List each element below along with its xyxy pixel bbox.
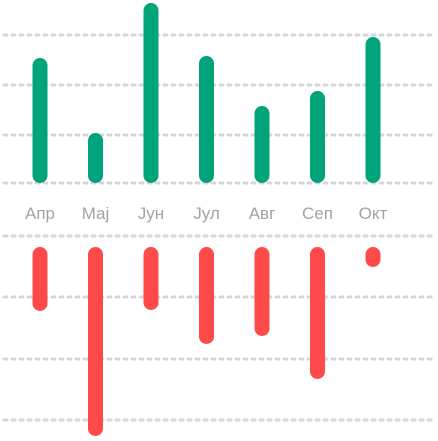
x-tick-label: Апр — [25, 204, 55, 223]
bar-negative-Апр — [32, 247, 48, 311]
x-tick-label: Окт — [359, 204, 388, 223]
x-axis-tick-labels: Апр Мај Јун Јул Авг Сеп Окт — [25, 204, 388, 223]
negative-bars — [32, 247, 381, 436]
x-tick-label: Авг — [249, 204, 276, 223]
gridlines-bottom — [2, 234, 436, 422]
bar-negative-Окт — [365, 247, 381, 267]
bar-positive-Апр — [32, 58, 48, 183]
bar-positive-Окт — [365, 37, 381, 183]
bar-negative-Сеп — [310, 247, 325, 379]
positive-bars — [32, 3, 381, 183]
x-tick-label: Мај — [82, 204, 110, 223]
x-tick-label: Сеп — [302, 204, 333, 223]
bar-negative-Авг — [254, 247, 270, 336]
bar-positive-Сеп — [310, 91, 325, 183]
bar-positive-Мај — [88, 133, 103, 183]
gridlines-top — [2, 33, 436, 185]
x-tick-label: Јун — [138, 204, 164, 223]
bar-positive-Авг — [254, 106, 270, 183]
bar-positive-Јул — [199, 56, 214, 183]
bar-negative-Јул — [199, 247, 214, 344]
x-tick-label: Јул — [193, 204, 220, 223]
bar-negative-Јун — [143, 247, 159, 310]
bar-positive-Јун — [143, 3, 159, 183]
bar-negative-Мај — [88, 247, 103, 436]
